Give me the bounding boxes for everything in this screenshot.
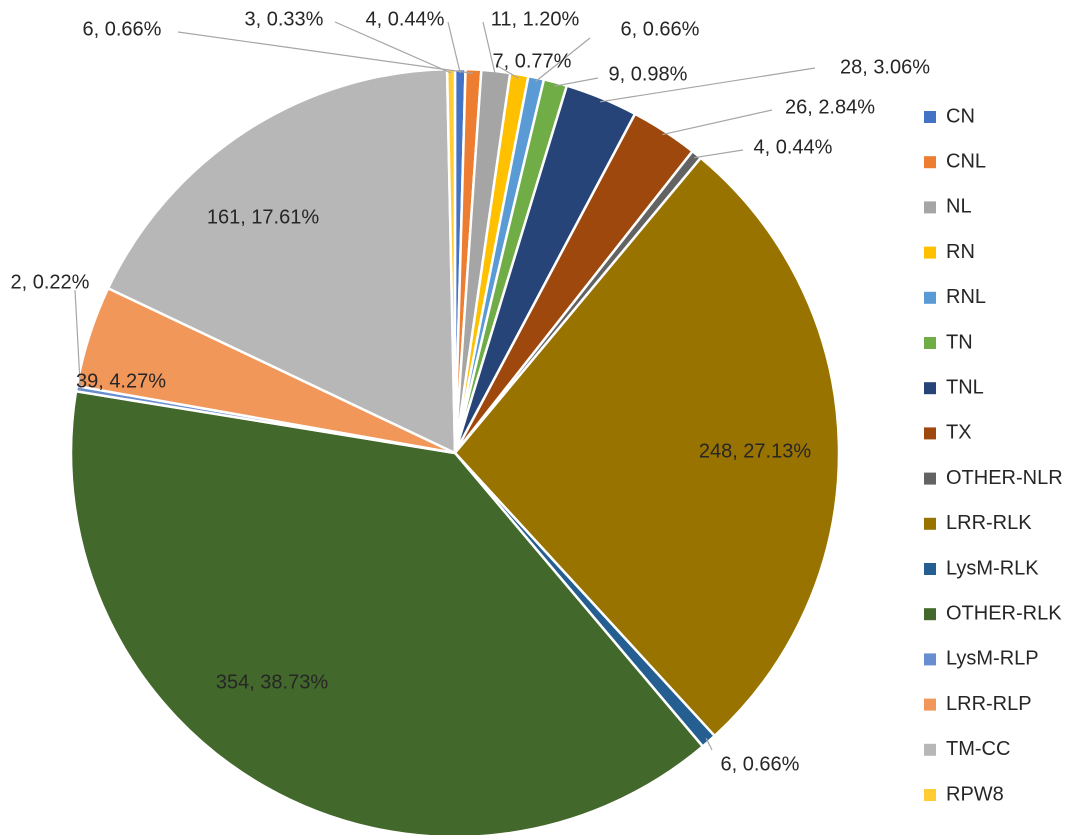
legend-label-rpw8: RPW8 bbox=[946, 783, 1004, 805]
legend-swatch-tnl bbox=[924, 382, 936, 395]
slice-tm-cc bbox=[106, 67, 457, 455]
data-label-other-rlk: 354, 38.73% bbox=[216, 671, 329, 693]
slice-rpw8 bbox=[445, 67, 457, 454]
legend-label-tn: TN bbox=[946, 331, 973, 353]
leader-line-nl bbox=[482, 21, 496, 76]
legend-label-cnl: CNL bbox=[946, 150, 986, 172]
legend-label-lrr-rlp: LRR-RLP bbox=[946, 693, 1032, 715]
data-label-tm-cc: 161, 17.61% bbox=[207, 206, 320, 228]
legend-label-lysm-rlp: LysM-RLP bbox=[946, 648, 1039, 670]
legend-label-rnl: RNL bbox=[946, 286, 986, 308]
leader-line-tx bbox=[662, 109, 773, 136]
legend-swatch-lysm-rlp bbox=[924, 653, 936, 666]
data-label-lysm-rlp: 2, 0.22% bbox=[11, 271, 90, 293]
legend-label-cn: CN bbox=[946, 105, 975, 127]
leader-line-lysm-rlk bbox=[705, 737, 713, 751]
leader-line-cnl bbox=[177, 31, 474, 74]
leader-line-cn bbox=[447, 21, 461, 74]
legend-label-tnl: TNL bbox=[946, 376, 984, 398]
leader-line-other-nlr bbox=[694, 149, 744, 159]
data-label-rpw8: 3, 0.33% bbox=[245, 8, 324, 30]
legend: CN CNL NL RN RNL TN TNL TX OTHER-NLR LRR-RLK LysM-… bbox=[924, 105, 1063, 805]
legend-label-nl: NL bbox=[946, 196, 972, 218]
data-label-lysm-rlk: 6, 0.66% bbox=[721, 753, 800, 775]
legend-swatch-tm-cc bbox=[924, 743, 936, 756]
slice-other-rlk bbox=[69, 389, 705, 839]
legend-swatch-rnl bbox=[924, 291, 936, 304]
leader-line-rnl bbox=[535, 37, 591, 83]
leader-line-rn bbox=[495, 64, 520, 79]
data-labels: 4, 0.44% 6, 0.66% 11, 1.20% 7, 0.77% 6, 0.66… bbox=[11, 8, 931, 775]
legend-swatch-cn bbox=[924, 111, 936, 123]
data-label-nl: 11, 1.20% bbox=[491, 8, 580, 30]
legend-label-other-nlr: OTHER-NLR bbox=[946, 467, 1063, 489]
legend-label-lysm-rlk: LysM-RLK bbox=[946, 557, 1039, 579]
leader-line-lysm-rlp bbox=[74, 289, 81, 390]
legend-label-other-rlk: OTHER-RLK bbox=[946, 602, 1062, 624]
data-label-rnl: 6, 0.66% bbox=[621, 18, 700, 40]
data-label-cn: 4, 0.44% bbox=[366, 8, 445, 30]
legend-label-tm-cc: TM-CC bbox=[946, 738, 1010, 760]
legend-swatch-tn bbox=[924, 337, 936, 349]
data-label-tx: 26, 2.84% bbox=[785, 96, 875, 118]
legend-swatch-rn bbox=[924, 246, 936, 259]
data-label-lrr-rlp: 39, 4.27% bbox=[76, 370, 166, 392]
slice-lrr-rlk bbox=[453, 156, 841, 738]
legend-swatch-other-rlk bbox=[924, 608, 936, 621]
data-label-cnl: 6, 0.66% bbox=[83, 18, 162, 40]
legend-swatch-tx bbox=[924, 427, 936, 440]
legend-swatch-cnl bbox=[924, 156, 936, 169]
legend-swatch-lysm-rlk bbox=[924, 563, 936, 575]
pie-slices bbox=[69, 67, 841, 839]
data-label-rn: 7, 0.77% bbox=[493, 50, 572, 72]
leader-lines bbox=[74, 21, 816, 751]
data-label-lrr-rlk: 248, 27.13% bbox=[699, 440, 812, 462]
legend-label-tx: TX bbox=[946, 422, 972, 444]
legend-label-lrr-rlk: LRR-RLK bbox=[946, 512, 1032, 534]
legend-swatch-nl bbox=[924, 201, 936, 214]
leader-line-tnl bbox=[600, 67, 816, 103]
data-label-tn: 9, 0.98% bbox=[609, 63, 688, 85]
legend-label-rn: RN bbox=[946, 241, 975, 263]
data-label-other-nlr: 4, 0.44% bbox=[754, 136, 833, 158]
legend-swatch-other-nlr bbox=[924, 472, 936, 485]
leader-line-tn bbox=[554, 77, 599, 87]
data-label-tnl: 28, 3.06% bbox=[840, 56, 930, 78]
legend-swatch-lrr-rlk bbox=[924, 517, 936, 530]
legend-swatch-rpw8 bbox=[924, 789, 936, 801]
leader-line-rpw8 bbox=[334, 21, 452, 74]
legend-swatch-lrr-rlp bbox=[924, 698, 936, 711]
